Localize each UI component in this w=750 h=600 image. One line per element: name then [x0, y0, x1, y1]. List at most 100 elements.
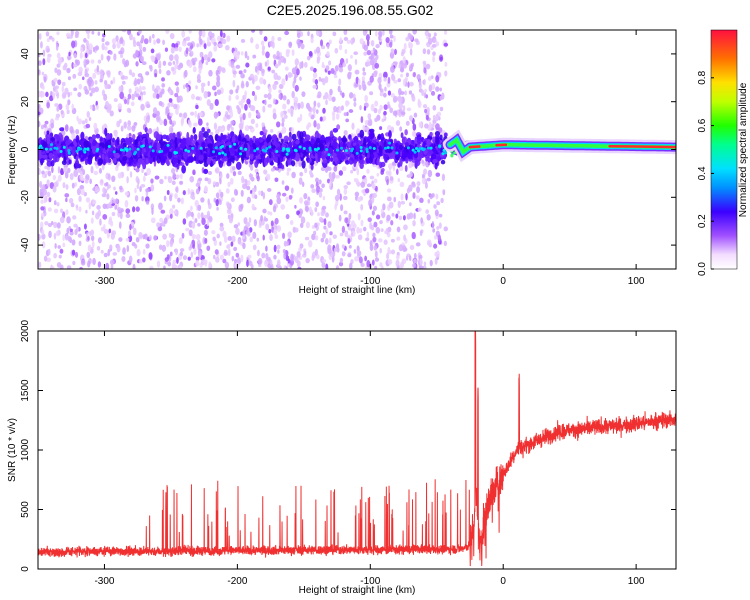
spectrogram-speckle	[190, 205, 193, 211]
spectrogram-speckle	[418, 254, 423, 260]
spectrogram-band-speckle	[342, 135, 346, 143]
spectrogram-speckle	[315, 46, 321, 54]
spectrogram-speckle	[341, 244, 345, 249]
spectrogram-speckle	[291, 171, 296, 179]
spectrogram-speckle	[154, 73, 158, 78]
spectrogram-speckle	[189, 178, 193, 183]
spectrogram-speckle	[251, 105, 256, 112]
spectrogram-speckle	[374, 257, 380, 262]
spectrogram-speckle	[255, 43, 260, 50]
snr-x-tick-label: -200	[227, 576, 247, 587]
spectrogram-band-speckle	[430, 153, 437, 161]
spectrogram-speckle	[307, 122, 312, 128]
spectrogram-speckle	[187, 256, 191, 261]
spectrogram-speckle	[91, 30, 95, 35]
spectrogram-speckle	[138, 259, 144, 264]
spectrogram-speckle	[90, 235, 95, 242]
spectrogram-speckle	[136, 184, 140, 190]
spectrogram-speckle	[179, 248, 185, 252]
spectrogram-speckle	[395, 120, 401, 127]
spectrogram-speckle	[276, 225, 282, 232]
spectrogram-speckle	[274, 63, 279, 69]
spectrogram-speckle	[198, 112, 203, 117]
spectrogram-band-speckle	[394, 142, 399, 148]
spectrogram-band-speckle	[337, 151, 343, 161]
spectrogram-peak	[175, 151, 179, 155]
spectrogram-speckle	[230, 197, 235, 203]
spectrogram-speckle	[400, 73, 404, 78]
spectrogram-speckle	[294, 84, 299, 92]
spectrogram-speckle	[340, 105, 344, 111]
spectrogram-speckle	[360, 204, 364, 211]
spectrogram-speckle	[75, 128, 80, 135]
spectrogram-speckle	[164, 175, 167, 180]
spectrogram-band-speckle	[290, 160, 296, 167]
spectrogram-peak	[395, 151, 399, 155]
spectrogram-speckle	[242, 112, 246, 121]
spectrogram-speckle	[282, 232, 286, 240]
spectrogram-peak	[244, 147, 248, 151]
spectrogram-speckle	[370, 40, 375, 47]
spectrogram-speckle	[328, 60, 332, 66]
spectrogram-speckle	[391, 161, 396, 166]
spectrogram-speckle	[151, 55, 156, 63]
spectrogram-speckle	[169, 208, 174, 216]
spectrogram-speckle	[421, 159, 424, 164]
spectrogram-speckle	[381, 118, 385, 123]
spectrogram-speckle	[392, 95, 398, 103]
spectrogram-speckle	[346, 234, 351, 240]
spectrogram-speckle	[172, 172, 176, 180]
spectrogram-band-speckle	[237, 134, 242, 142]
spectrogram-speckle	[43, 124, 47, 128]
spectrogram-band-speckle	[288, 131, 292, 137]
spectrogram-speckle	[286, 167, 292, 172]
spectrogram-speckle	[62, 234, 65, 241]
spectrogram-speckle	[225, 188, 230, 194]
spectrogram-speckle	[291, 90, 295, 99]
spectrogram-speckle	[372, 232, 376, 238]
spectrogram-speckle	[163, 265, 166, 269]
spectrogram-speckle	[338, 106, 342, 114]
spectrogram-speckle	[316, 122, 321, 130]
spectrogram-speckle	[362, 71, 367, 76]
spectrogram-speckle	[298, 213, 302, 219]
spectrogram-speckle	[54, 243, 57, 249]
spectrogram-peak	[67, 149, 71, 153]
spectrogram-speckle	[231, 235, 236, 243]
spectrogram-band-speckle	[91, 134, 96, 141]
colorbar-tick-label: 0.8	[697, 70, 708, 84]
spectrogram-speckle	[443, 42, 449, 47]
spectrogram-band-speckle	[50, 160, 55, 167]
spectrogram-speckle	[270, 128, 274, 133]
colorbar-tick-label: 0.0	[697, 262, 708, 276]
spectrogram-speckle	[412, 123, 417, 131]
colorbar: 0.00.20.40.60.8 Normalized spectral ampl…	[697, 29, 749, 276]
spectrogram-peak	[62, 145, 66, 149]
spectrogram-speckle	[113, 53, 117, 61]
spectrogram-band-speckle	[206, 139, 212, 144]
spectrogram-speckle	[366, 260, 371, 268]
spectrogram-speckle	[248, 227, 253, 233]
spectrogram-peak	[350, 149, 354, 153]
spectrogram-band-speckle	[320, 134, 326, 144]
spectrogram-band-speckle	[168, 132, 175, 140]
spectrogram-speckle	[367, 217, 372, 223]
spectrogram-speckle	[74, 30, 80, 36]
spectrogram-speckle	[275, 121, 281, 128]
spectrogram-speckle	[288, 194, 293, 200]
spectrogram-band-speckle	[365, 157, 370, 164]
spectrogram-speckle	[386, 178, 389, 186]
colorbar-gradient	[710, 29, 738, 270]
spectrogram-speckle	[113, 98, 118, 103]
spectrogram-speckle	[345, 118, 350, 123]
spectrogram-speckle	[276, 197, 282, 205]
spectrogram-speckle	[357, 234, 363, 241]
spectrogram-band-speckle	[427, 157, 431, 163]
spectrogram-band-speckle	[325, 136, 330, 143]
spectrogram-band-speckle	[156, 142, 161, 150]
spectrogram-peak	[151, 149, 155, 153]
spectrogram-speckle	[119, 212, 123, 220]
spectrogram-speckle	[354, 69, 360, 75]
spectrogram-speckle	[65, 103, 70, 111]
spectrogram-speckle	[104, 100, 109, 108]
